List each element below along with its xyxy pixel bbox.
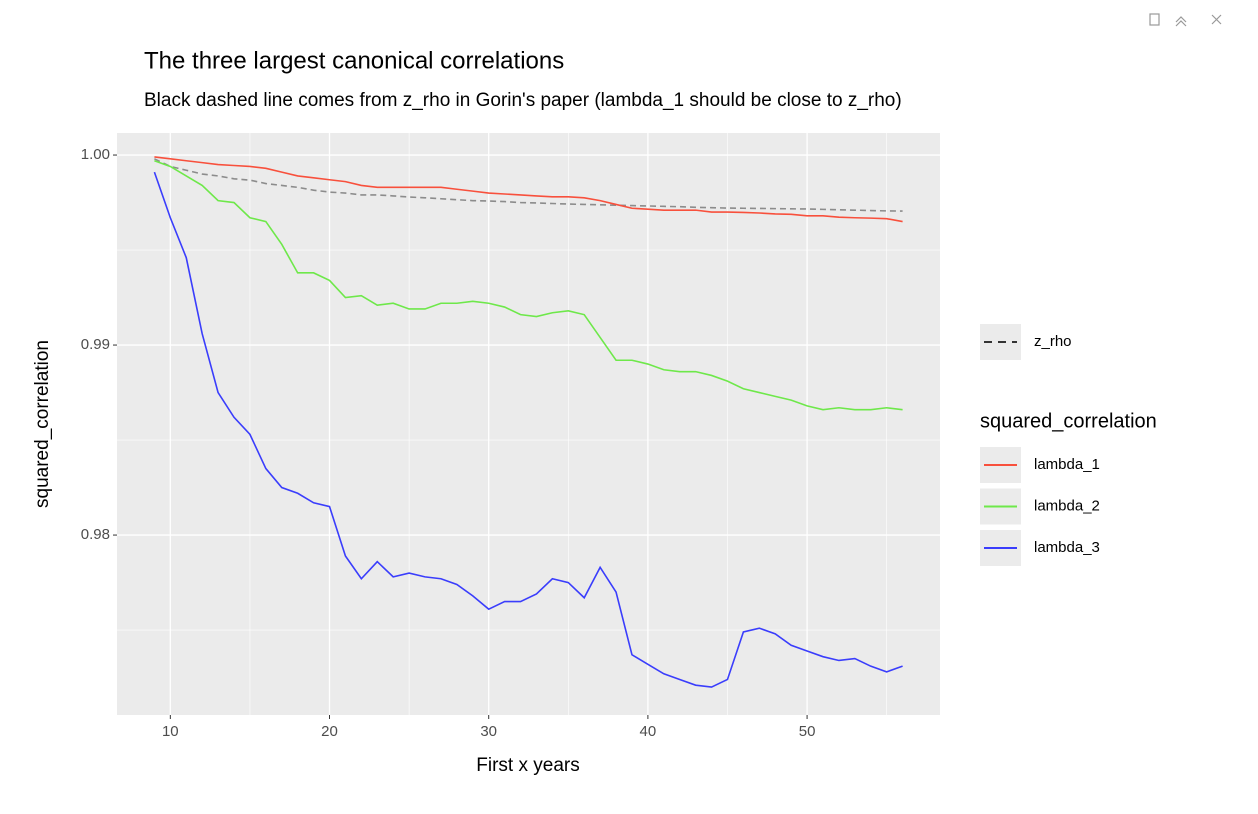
legend-title: squared_correlation [980, 410, 1157, 432]
export-icon[interactable] [1149, 13, 1160, 26]
x-tick-label: 30 [480, 723, 497, 740]
y-tick-label: 1.00 [81, 146, 110, 163]
legend-label: z_rho [1034, 333, 1072, 350]
collapse-icon-part [1175, 20, 1187, 27]
y-tick-label: 0.99 [81, 336, 110, 353]
chart-subtitle: Black dashed line comes from z_rho in Go… [144, 90, 902, 111]
legend-label: lambda_2 [1034, 497, 1100, 514]
x-tick-label: 20 [321, 723, 338, 740]
series-line [154, 156, 903, 223]
viewer-toolbar [1149, 13, 1222, 27]
chart-title: The three largest canonical correlations [144, 47, 564, 74]
series-line [154, 159, 903, 411]
x-tick-label: 10 [162, 723, 179, 740]
panel [117, 133, 940, 715]
x-axis-title: First x years [476, 755, 579, 776]
legend-label: lambda_1 [1034, 456, 1100, 473]
x-tick-label: 50 [799, 723, 816, 740]
close-icon[interactable] [1211, 14, 1222, 25]
x-tick-label: 40 [640, 723, 657, 740]
y-tick-label: 0.98 [81, 526, 110, 543]
legend-label: lambda_3 [1034, 539, 1100, 556]
y-axis-title: squared_correlation [32, 340, 53, 508]
series-line [153, 171, 903, 688]
collapse-icon[interactable] [1175, 16, 1187, 23]
